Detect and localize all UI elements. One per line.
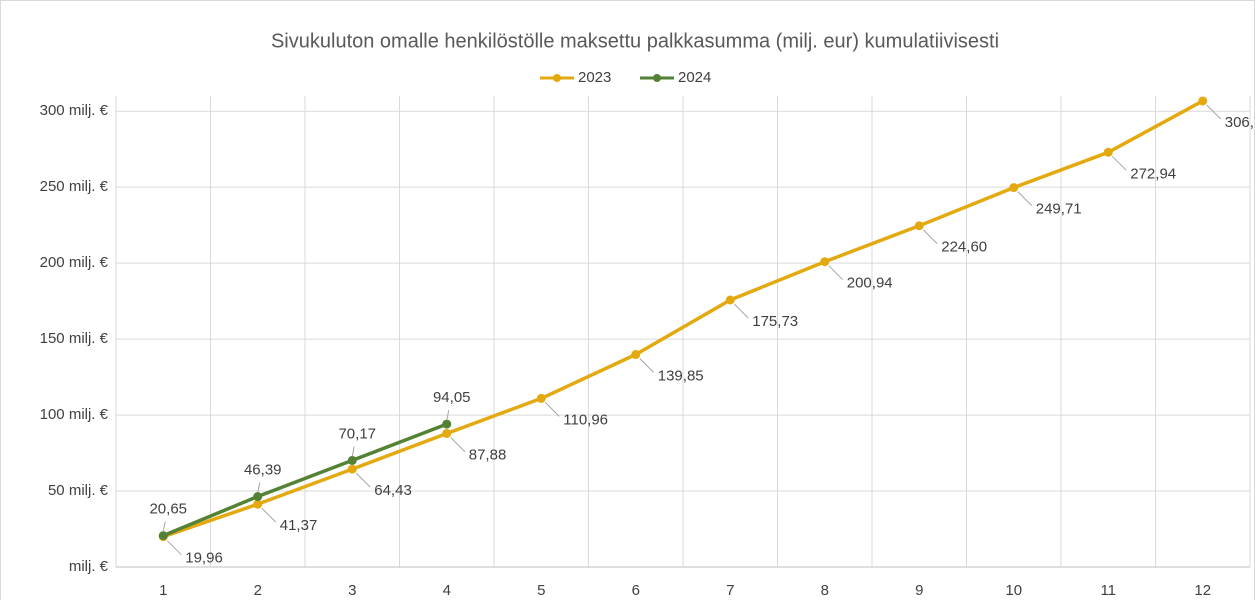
data-point [1009, 183, 1019, 193]
data-point [1103, 147, 1113, 157]
x-tick-label: 12 [1194, 582, 1211, 599]
x-tick-label: 8 [821, 582, 829, 599]
y-tick-label: milj. € [69, 558, 109, 575]
legend-label: 2024 [678, 69, 711, 86]
data-point [725, 295, 735, 305]
label-leader [639, 358, 655, 373]
series-line [162, 422, 448, 538]
data-label: 139,85 [658, 367, 704, 384]
label-leader [828, 265, 844, 281]
y-tick-label: 100 milj. € [40, 406, 109, 423]
x-tick-label: 1 [159, 582, 167, 599]
data-point [442, 428, 452, 438]
label-leader [450, 437, 466, 452]
legend-label: 2023 [578, 69, 611, 86]
label-leader [1206, 104, 1222, 120]
data-point [158, 531, 168, 541]
data-label: 175,73 [752, 313, 798, 330]
data-label: 41,37 [280, 517, 318, 534]
data-point [914, 221, 924, 231]
label-leader [446, 410, 450, 421]
y-tick-label: 300 milj. € [40, 102, 109, 119]
data-label: 70,17 [338, 425, 376, 442]
data-point [631, 350, 641, 360]
x-tick-label: 6 [632, 582, 640, 599]
data-label: 46,39 [244, 461, 282, 478]
data-label: 110,96 [563, 411, 608, 428]
y-tick-label: 150 milj. € [40, 330, 109, 347]
data-label: 64,43 [374, 482, 412, 499]
data-label: 224,60 [941, 239, 987, 256]
data-label: 249,71 [1036, 201, 1082, 218]
data-point [347, 464, 357, 474]
x-tick-label: 10 [1005, 582, 1022, 599]
data-label: 272,94 [1130, 165, 1176, 182]
legend-marker [653, 74, 661, 82]
label-leader [922, 229, 938, 245]
x-tick-label: 2 [254, 582, 262, 599]
label-leader [544, 402, 560, 417]
x-tick-label: 9 [915, 582, 923, 599]
label-leader [733, 303, 749, 319]
y-tick-label: 250 milj. € [40, 178, 109, 195]
data-point [1198, 96, 1208, 106]
y-tick-label: 50 milj. € [48, 482, 109, 499]
x-tick-label: 11 [1100, 582, 1116, 599]
data-point [536, 393, 546, 403]
data-label: 200,94 [847, 275, 893, 292]
data-point [820, 257, 830, 267]
label-leader [162, 521, 166, 532]
data-point [442, 419, 452, 429]
data-point [253, 499, 263, 509]
label-leader [1017, 191, 1033, 206]
x-tick-label: 5 [537, 582, 545, 599]
chart-title: Sivukuluton omalle henkilöstölle maksett… [271, 30, 999, 52]
data-label: 87,88 [469, 446, 507, 463]
label-leader [257, 482, 261, 493]
data-label: 94,05 [433, 389, 471, 406]
data-label: 20,65 [149, 501, 187, 518]
label-leader [351, 446, 355, 457]
x-tick-label: 4 [443, 582, 451, 599]
label-leader [166, 540, 182, 556]
x-tick-label: 3 [348, 582, 356, 599]
data-label: 306,73 [1225, 114, 1255, 131]
series-line [162, 99, 1204, 539]
label-leader [1111, 155, 1127, 171]
data-label: 19,96 [185, 550, 223, 567]
data-point [253, 492, 263, 502]
x-tick-label: 7 [726, 582, 734, 599]
legend-marker [553, 74, 561, 82]
label-leader [261, 507, 277, 523]
y-tick-label: 200 milj. € [40, 254, 109, 271]
label-leader [355, 472, 371, 488]
data-point [347, 455, 357, 465]
